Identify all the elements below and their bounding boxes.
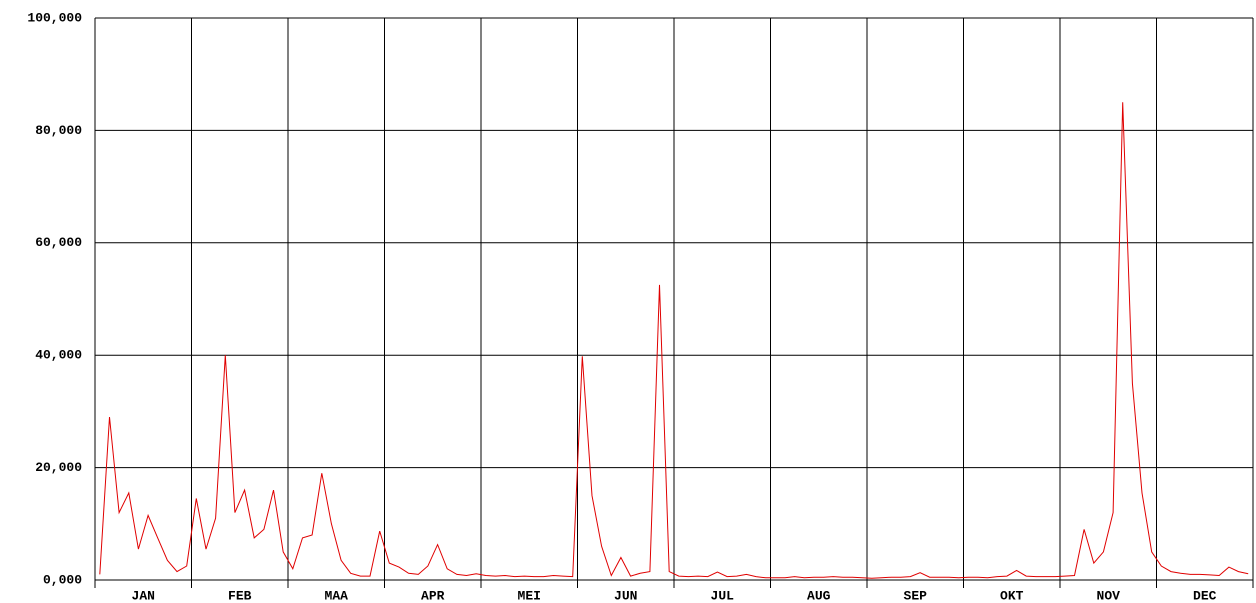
x-tick-label: DEC bbox=[1193, 588, 1217, 603]
y-tick-label: 0,000 bbox=[43, 572, 82, 587]
y-tick-label: 20,000 bbox=[35, 460, 82, 475]
x-tick-label: APR bbox=[421, 588, 445, 603]
x-tick-label: JAN bbox=[132, 588, 155, 603]
y-tick-label: 80,000 bbox=[35, 123, 82, 138]
x-tick-label: FEB bbox=[228, 588, 252, 603]
x-tick-label: MAA bbox=[325, 588, 349, 603]
y-tick-label: 60,000 bbox=[35, 235, 82, 250]
x-tick-label: AUG bbox=[807, 588, 831, 603]
x-tick-label: SEP bbox=[904, 588, 928, 603]
x-tick-label: OKT bbox=[1000, 588, 1024, 603]
series-line bbox=[99, 102, 1249, 579]
x-tick-label: JUL bbox=[711, 588, 735, 603]
x-tick-label: MEI bbox=[518, 588, 541, 603]
y-tick-label: 40,000 bbox=[35, 348, 82, 363]
y-tick-label: 100,000 bbox=[27, 10, 82, 25]
x-tick-label: JUN bbox=[614, 588, 637, 603]
x-tick-label: NOV bbox=[1097, 588, 1121, 603]
